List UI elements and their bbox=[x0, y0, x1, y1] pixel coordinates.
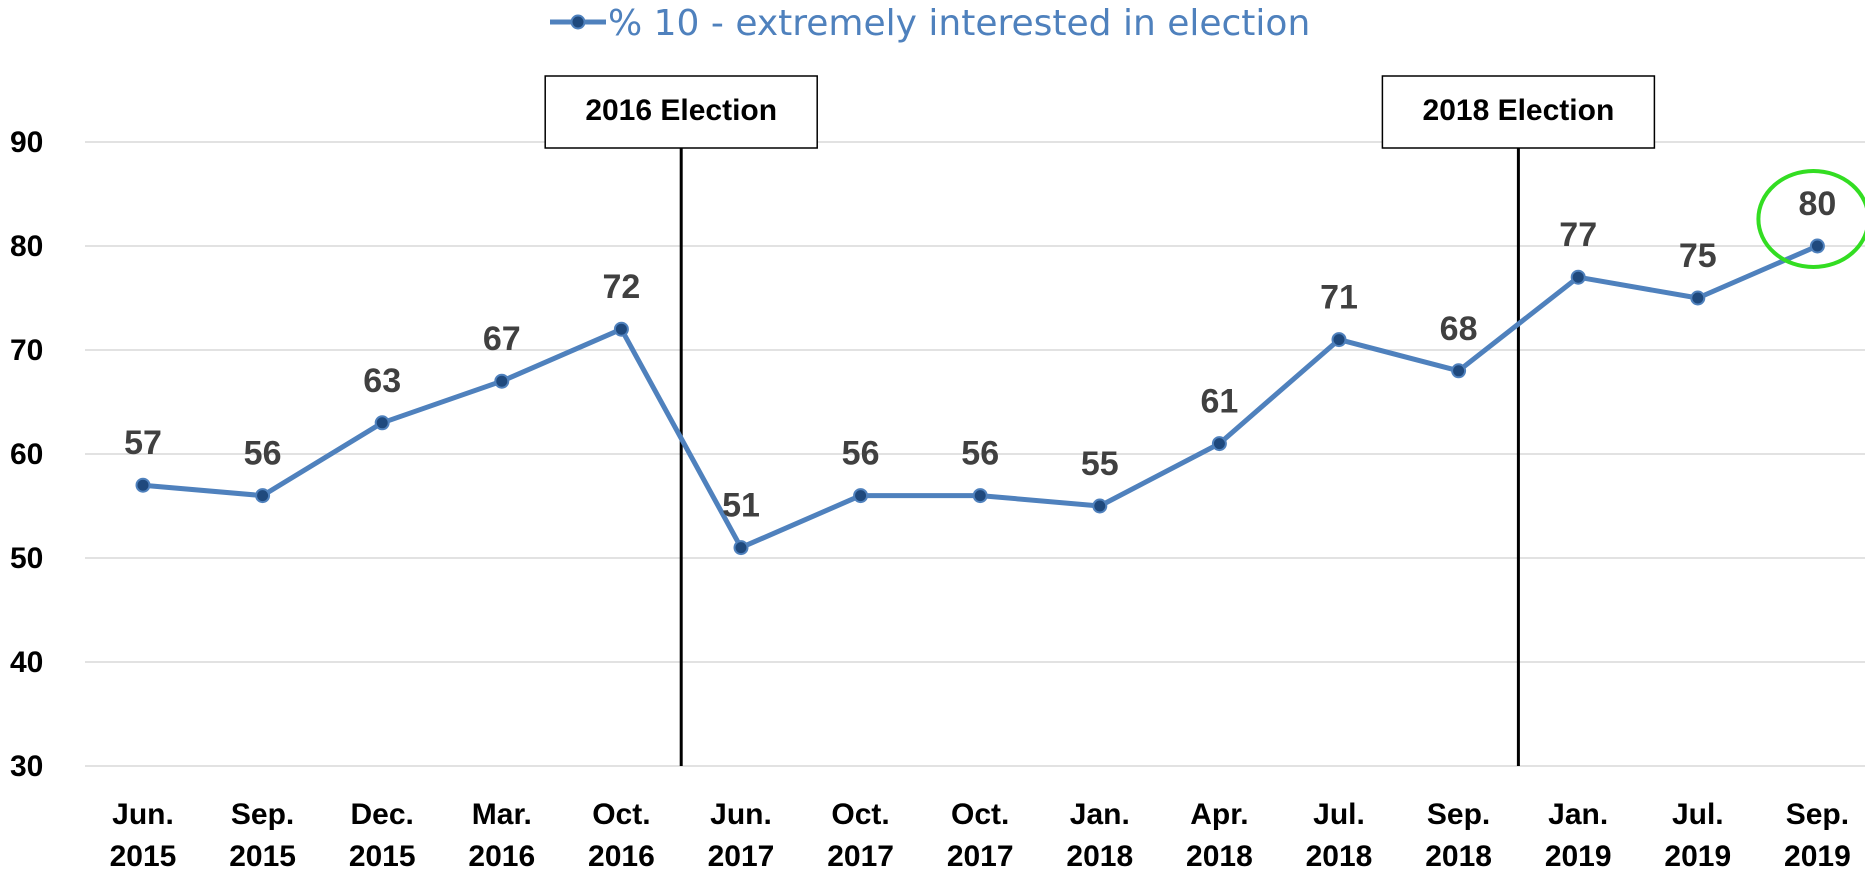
x-tick-label: Sep. 2018 bbox=[1425, 798, 1492, 873]
election-label: 2018 Election bbox=[1423, 94, 1615, 127]
election-label: 2016 Election bbox=[585, 94, 777, 127]
data-label: 55 bbox=[1081, 445, 1119, 483]
x-tick-year: 2015 bbox=[229, 840, 296, 873]
y-axis: 30 40 50 60 70 80 90 bbox=[10, 126, 43, 783]
y-tick-label: 40 bbox=[10, 646, 43, 679]
x-tick-month: Sep. bbox=[1427, 798, 1490, 831]
x-tick-label: Apr. 2018 bbox=[1186, 798, 1253, 873]
x-tick-label: Jan. 2018 bbox=[1066, 798, 1133, 873]
x-tick-label: Jun. 2017 bbox=[708, 798, 775, 873]
x-tick-month: Jan. bbox=[1548, 798, 1608, 831]
x-tick-year: 2019 bbox=[1784, 840, 1851, 873]
x-tick-year: 2017 bbox=[947, 840, 1014, 873]
data-label: 63 bbox=[363, 362, 401, 400]
x-tick-month: Jun. bbox=[710, 798, 772, 831]
x-tick-year: 2016 bbox=[588, 840, 655, 873]
data-point bbox=[494, 373, 510, 389]
x-tick-year: 2015 bbox=[349, 840, 416, 873]
x-tick-month: Jul. bbox=[1672, 798, 1724, 831]
data-label: 56 bbox=[961, 435, 999, 473]
y-tick-label: 90 bbox=[10, 126, 43, 159]
data-label: 56 bbox=[842, 435, 880, 473]
data-point bbox=[135, 477, 151, 493]
x-tick-year: 2018 bbox=[1306, 840, 1373, 873]
data-label: 80 bbox=[1798, 185, 1836, 223]
election-label-box bbox=[544, 75, 818, 149]
x-tick-month: Jun. bbox=[112, 798, 174, 831]
y-tick-label: 50 bbox=[10, 542, 43, 575]
data-point bbox=[374, 415, 390, 431]
x-tick-year: 2017 bbox=[708, 840, 775, 873]
x-tick-month: Dec. bbox=[351, 798, 414, 831]
highlight-circle bbox=[1756, 169, 1865, 269]
data-label: 68 bbox=[1440, 310, 1478, 348]
data-label: 77 bbox=[1559, 216, 1597, 254]
x-axis: Jun. 2015 Sep. 2015 Dec. 2015 Mar. 2016 Oct. 2016… bbox=[110, 798, 1851, 873]
data-point bbox=[613, 321, 629, 337]
data-point bbox=[1092, 498, 1108, 514]
election-label-box bbox=[1381, 75, 1656, 149]
x-tick-year: 2018 bbox=[1186, 840, 1253, 873]
data-label: 57 bbox=[124, 424, 162, 462]
legend: % 10 - extremely interested in election bbox=[550, 3, 1310, 44]
data-label: 61 bbox=[1200, 383, 1238, 421]
data-point bbox=[972, 488, 988, 504]
x-tick-month: Jul. bbox=[1313, 798, 1365, 831]
data-label: 67 bbox=[483, 320, 521, 358]
y-tick-label: 80 bbox=[10, 230, 43, 263]
y-tick-label: 60 bbox=[10, 438, 43, 471]
data-labels: 57 56 63 67 72 51 56 56 55 61 71 68 77 75 80 bbox=[124, 169, 1865, 525]
data-point bbox=[1451, 363, 1467, 379]
x-tick-label: Jun. 2015 bbox=[110, 798, 177, 873]
x-tick-year: 2019 bbox=[1545, 840, 1612, 873]
x-tick-month: Oct. bbox=[592, 798, 650, 831]
x-tick-label: Sep. 2015 bbox=[229, 798, 296, 873]
x-tick-label: Jul. 2018 bbox=[1306, 798, 1373, 873]
x-tick-month: Sep. bbox=[231, 798, 294, 831]
data-label: 51 bbox=[722, 487, 760, 525]
data-label: 71 bbox=[1320, 279, 1358, 317]
legend-marker bbox=[570, 14, 586, 30]
x-tick-year: 2019 bbox=[1664, 840, 1731, 873]
data-label: 75 bbox=[1679, 237, 1717, 275]
x-tick-label: Mar. 2016 bbox=[468, 798, 535, 873]
data-point bbox=[1570, 269, 1586, 285]
y-tick-label: 70 bbox=[10, 334, 43, 367]
data-point bbox=[1690, 290, 1706, 306]
x-tick-month: Mar. bbox=[472, 798, 532, 831]
data-label: 72 bbox=[602, 268, 640, 306]
legend-label: % 10 - extremely interested in election bbox=[608, 3, 1310, 44]
x-tick-year: 2018 bbox=[1425, 840, 1492, 873]
y-tick-label: 30 bbox=[10, 750, 43, 783]
x-tick-year: 2016 bbox=[468, 840, 535, 873]
x-tick-label: Oct. 2016 bbox=[588, 798, 655, 873]
x-tick-label: Oct. 2017 bbox=[947, 798, 1014, 873]
x-tick-year: 2015 bbox=[110, 840, 177, 873]
x-tick-month: Jan. bbox=[1070, 798, 1130, 831]
gridlines bbox=[85, 141, 1865, 767]
data-point bbox=[255, 488, 271, 504]
x-tick-month: Oct. bbox=[831, 798, 889, 831]
x-tick-month: Oct. bbox=[951, 798, 1009, 831]
data-point bbox=[1331, 332, 1347, 348]
x-tick-label: Jan. 2019 bbox=[1545, 798, 1612, 873]
data-point bbox=[1211, 436, 1227, 452]
series-group bbox=[135, 238, 1825, 556]
data-point bbox=[853, 488, 869, 504]
data-point bbox=[733, 540, 749, 556]
x-tick-year: 2018 bbox=[1066, 840, 1133, 873]
x-tick-month: Apr. bbox=[1190, 798, 1248, 831]
data-point bbox=[1809, 238, 1825, 254]
x-tick-label: Dec. 2015 bbox=[349, 798, 416, 873]
election-annotations: 2016 Election 2018 Election bbox=[544, 75, 1656, 766]
data-label: 56 bbox=[244, 435, 282, 473]
x-tick-year: 2017 bbox=[827, 840, 894, 873]
x-tick-label: Oct. 2017 bbox=[827, 798, 894, 873]
x-tick-label: Sep. 2019 bbox=[1784, 798, 1851, 873]
x-tick-month: Sep. bbox=[1786, 798, 1849, 831]
x-tick-label: Jul. 2019 bbox=[1664, 798, 1731, 873]
